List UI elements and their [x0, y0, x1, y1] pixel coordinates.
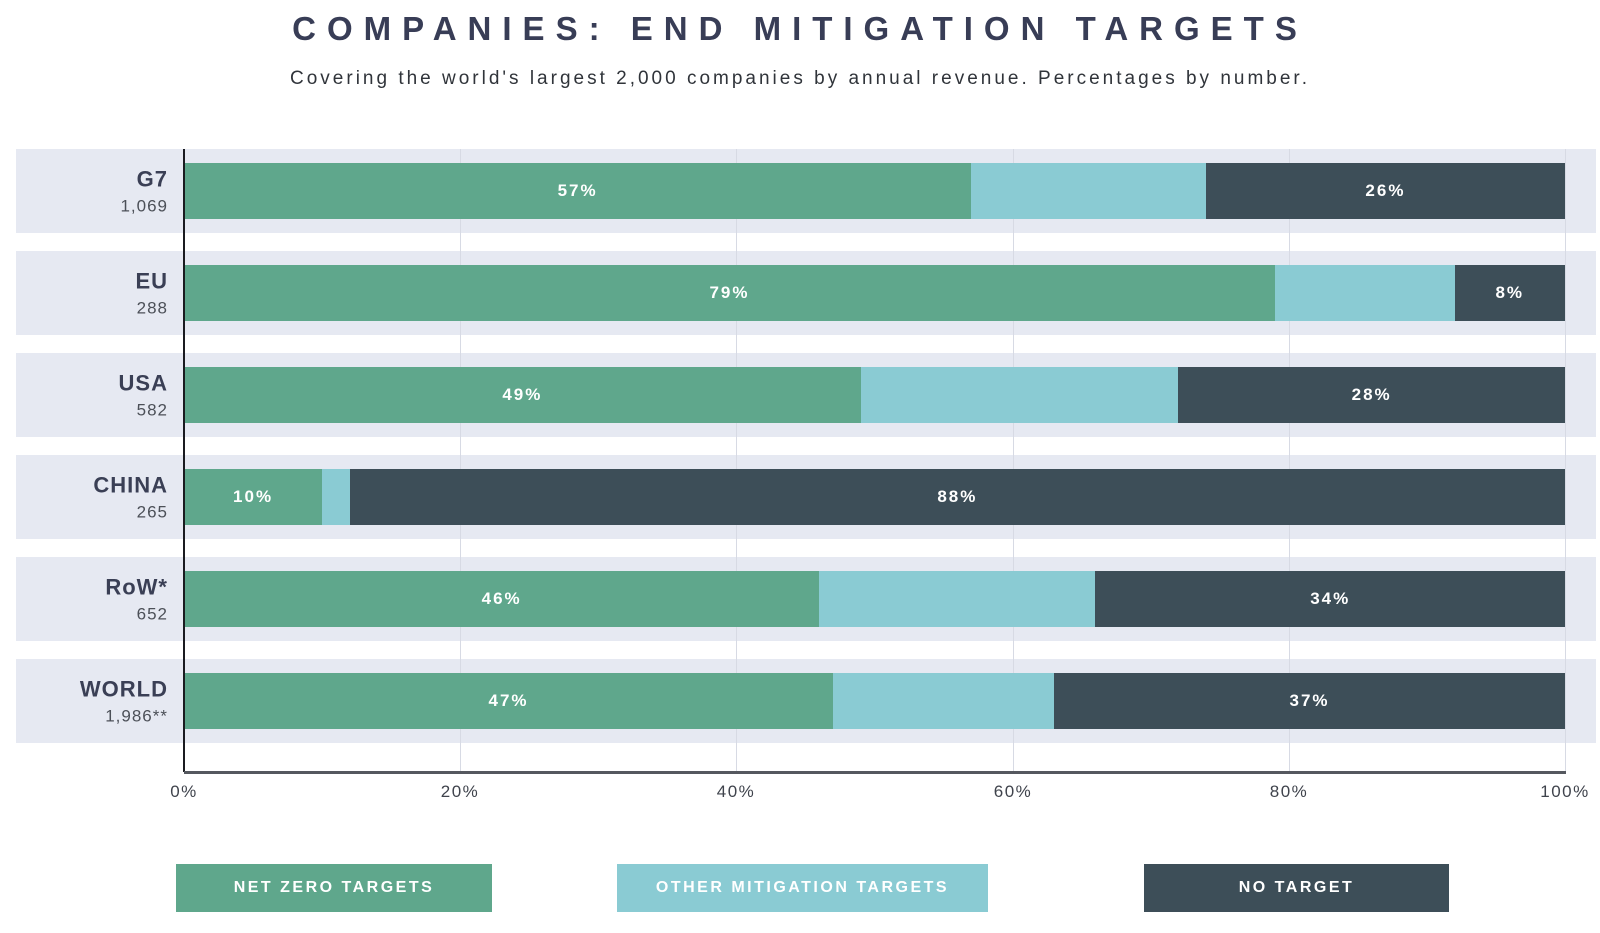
bar-segment-no-target: 28% — [1178, 367, 1565, 423]
bar-segment-net-zero-targets: 47% — [184, 673, 834, 729]
axis-tick-label: 40% — [716, 782, 756, 801]
category-company-count: 265 — [136, 502, 168, 522]
row-label: CHINA 265 — [16, 472, 168, 523]
category-company-count: 1,069 — [120, 196, 168, 216]
bar-value-label: 26% — [1365, 181, 1406, 200]
chart-row-usa: USA 582 49% 28% — [16, 353, 1596, 437]
bar-segment-other-mitigation-targets — [833, 673, 1055, 729]
bar-segment-other-mitigation-targets — [322, 469, 350, 525]
bar-value-label: 46% — [481, 589, 522, 608]
bar-segment-other-mitigation-targets — [1274, 265, 1455, 321]
stacked-bar: 47% 37% — [184, 673, 1565, 729]
bar-value-label: 88% — [937, 487, 978, 506]
chart-subtitle: Covering the world's largest 2,000 compa… — [290, 68, 1310, 89]
bar-segment-no-target: 34% — [1095, 571, 1565, 627]
bar-segment-other-mitigation-targets — [819, 571, 1096, 627]
chart-row-row: RoW* 652 46% 34% — [16, 557, 1596, 641]
bar-segment-no-target: 37% — [1054, 673, 1565, 729]
bar-value-label: 37% — [1289, 691, 1330, 710]
stacked-bar: 49% 28% — [184, 367, 1565, 423]
category-name: USA — [118, 370, 168, 396]
category-company-count: 288 — [136, 298, 168, 318]
chart-row-g7: G7 1,069 57% 26% — [16, 149, 1596, 233]
bar-segment-other-mitigation-targets — [860, 367, 1179, 423]
x-axis-tick-labels: 0% 20% 40% 60% 80% 100% — [0, 782, 1600, 806]
category-name: G7 — [136, 166, 168, 192]
bar-segment-net-zero-targets: 46% — [184, 571, 820, 627]
row-label: RoW* 652 — [16, 574, 168, 625]
bar-value-label: 49% — [502, 385, 543, 404]
bar-value-label: 34% — [1310, 589, 1351, 608]
bar-segment-net-zero-targets: 79% — [184, 265, 1275, 321]
legend-label: NET ZERO TARGETS — [233, 879, 435, 896]
legend-label: NO TARGET — [1238, 879, 1355, 896]
bar-segment-no-target: 8% — [1454, 265, 1565, 321]
category-name: RoW* — [105, 574, 168, 600]
axis-tick-label: 60% — [993, 782, 1033, 801]
axis-tick-label: 100% — [1540, 782, 1590, 801]
bar-value-label: 47% — [488, 691, 529, 710]
bar-segment-other-mitigation-targets — [971, 163, 1206, 219]
row-label: USA 582 — [16, 370, 168, 421]
bar-value-label: 10% — [233, 487, 274, 506]
stacked-bar: 57% 26% — [184, 163, 1565, 219]
category-company-count: 582 — [136, 400, 168, 420]
bar-rows: G7 1,069 57% 26% EU 288 79% 8% USA 582 49% 28% CHINA… — [16, 149, 1596, 743]
bar-value-label: 57% — [557, 181, 598, 200]
legend-label: OTHER MITIGATION TARGETS — [655, 879, 950, 896]
bar-segment-no-target: 26% — [1205, 163, 1565, 219]
category-name: CHINA — [93, 472, 168, 498]
axis-tick-label: 0% — [170, 782, 198, 801]
bar-segment-net-zero-targets: 49% — [184, 367, 861, 423]
legend-item-no-target: NO TARGET — [1144, 864, 1449, 912]
chart-row-world: WORLD 1,986** 47% 37% — [16, 659, 1596, 743]
chart-row-china: CHINA 265 10% 88% — [16, 455, 1596, 539]
category-company-count: 1,986** — [105, 706, 168, 726]
category-company-count: 652 — [136, 604, 168, 624]
bar-value-label: 8% — [1495, 283, 1525, 302]
stacked-bar: 46% 34% — [184, 571, 1565, 627]
y-axis-line — [183, 149, 185, 772]
row-label: WORLD 1,986** — [16, 676, 168, 727]
legend-item-net-zero-targets: NET ZERO TARGETS — [176, 864, 492, 912]
bar-segment-no-target: 88% — [349, 469, 1565, 525]
chart-title: COMPANIES: END MITIGATION TARGETS — [292, 10, 1308, 47]
x-axis-line — [184, 771, 1566, 774]
row-label: EU 288 — [16, 268, 168, 319]
stacked-bar: 10% 88% — [184, 469, 1565, 525]
legend-item-other-mitigation-targets: OTHER MITIGATION TARGETS — [617, 864, 988, 912]
bar-segment-net-zero-targets: 10% — [184, 469, 323, 525]
bar-value-label: 28% — [1351, 385, 1392, 404]
axis-tick-label: 80% — [1269, 782, 1309, 801]
row-label: G7 1,069 — [16, 166, 168, 217]
chart-row-eu: EU 288 79% 8% — [16, 251, 1596, 335]
bar-segment-net-zero-targets: 57% — [184, 163, 972, 219]
axis-tick-label: 20% — [440, 782, 480, 801]
bar-value-label: 79% — [709, 283, 750, 302]
category-name: WORLD — [79, 676, 168, 702]
category-name: EU — [135, 268, 168, 294]
stacked-bar: 79% 8% — [184, 265, 1565, 321]
